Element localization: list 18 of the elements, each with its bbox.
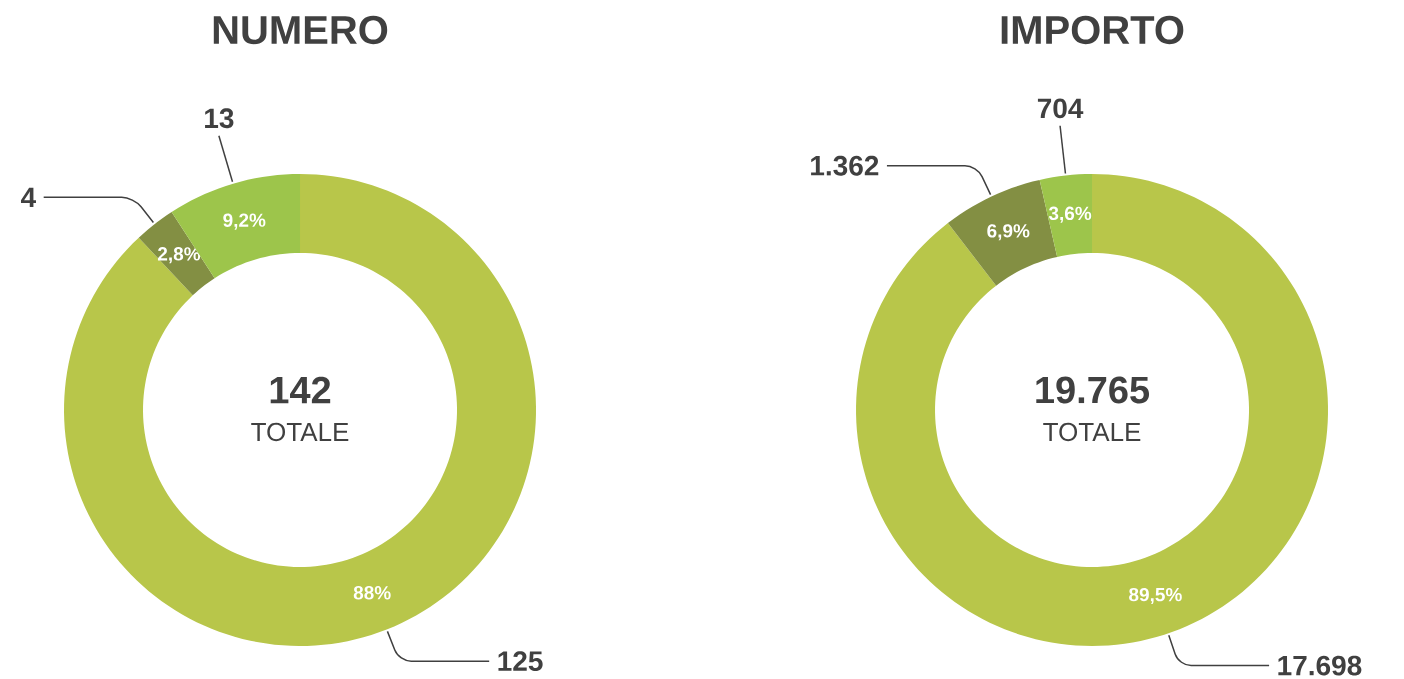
data-label: 17.698	[1278, 655, 1362, 676]
text: 89,5%	[1129, 587, 1182, 605]
data-label: 1.362	[811, 155, 879, 176]
data-label: 125	[498, 651, 543, 672]
text: 3,6%	[1048, 206, 1092, 223]
text: TOTALE	[251, 422, 349, 442]
text: TOTALE	[1043, 422, 1141, 442]
text: 142	[270, 376, 331, 404]
chart-title: NUMERO	[213, 15, 388, 45]
text: 88%	[353, 586, 391, 600]
data-label: 4	[21, 187, 36, 208]
text: 2,8%	[157, 247, 201, 264]
text: 9,2%	[223, 213, 266, 230]
text: 19.765	[1036, 376, 1150, 404]
data-label: 13	[205, 108, 234, 129]
chart-title: IMPORTO	[1001, 15, 1184, 45]
data-label: 704	[1037, 98, 1084, 119]
text: 6,9%	[987, 224, 1030, 241]
